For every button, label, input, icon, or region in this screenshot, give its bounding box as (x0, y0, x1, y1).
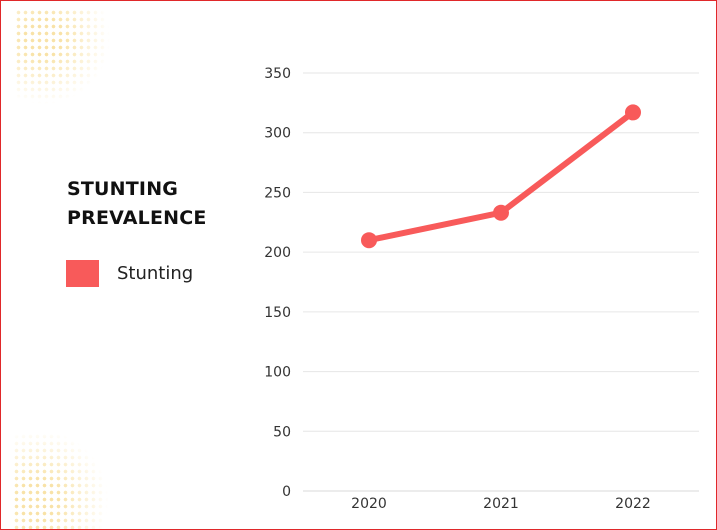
x-tick-label: 2022 (615, 496, 651, 512)
y-tick-label: 300 (264, 126, 291, 142)
y-tick-label: 150 (264, 305, 291, 321)
y-tick-label: 250 (264, 185, 291, 201)
data-point (625, 104, 641, 121)
legend-swatch (66, 260, 99, 287)
legend-label: Stunting (117, 263, 194, 284)
x-tick-label: 2021 (483, 496, 519, 512)
series-line-stunting (366, 109, 636, 244)
y-tick-label: 100 (264, 365, 291, 381)
legend: Stunting (66, 260, 193, 287)
data-point (493, 204, 509, 221)
x-tick-label: 2020 (351, 496, 387, 512)
decorative-dots-top (15, 9, 111, 105)
y-tick-label: 350 (264, 66, 291, 82)
y-tick-label: 0 (282, 484, 291, 500)
data-point (361, 232, 377, 249)
y-tick-label: 50 (273, 424, 291, 440)
y-tick-label: 200 (264, 245, 291, 261)
decorative-dots-bottom (13, 433, 113, 529)
chart-title: STUNTING PREVALENCE (67, 178, 207, 229)
